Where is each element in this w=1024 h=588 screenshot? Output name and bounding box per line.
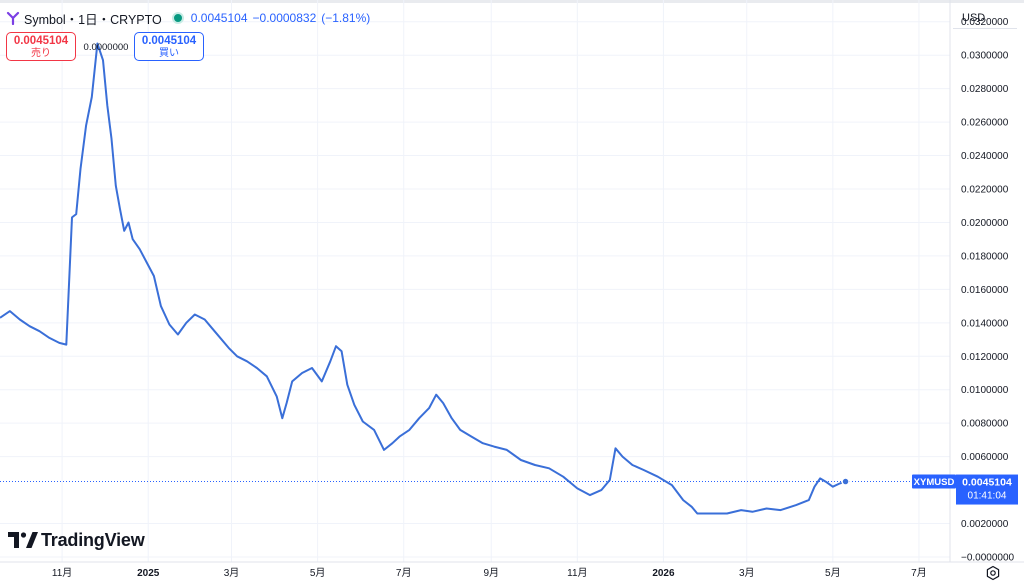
x-tick-label: 3月 bbox=[224, 567, 240, 579]
spread-value: 0.0000000 bbox=[83, 42, 129, 53]
x-tick-label: 11月 bbox=[567, 567, 587, 579]
y-tick-label: 0.0100000 bbox=[961, 385, 1009, 396]
symbol-title[interactable]: Symbol・1日・CRYPTO bbox=[24, 12, 162, 27]
x-tick-label: 3月 bbox=[739, 567, 755, 579]
buy-label: 買い bbox=[159, 48, 179, 59]
sell-price: 0.0045104 bbox=[13, 35, 69, 47]
y-tick-label: 0.0200000 bbox=[961, 218, 1009, 229]
buy-price: 0.0045104 bbox=[141, 35, 197, 47]
price-series-line[interactable] bbox=[0, 42, 846, 515]
sell-label: 売り bbox=[31, 48, 51, 59]
y-tick-label: 0.0180000 bbox=[961, 251, 1009, 262]
buy-button[interactable]: 0.0045104 買い bbox=[134, 32, 204, 61]
y-tick-label: 0.0260000 bbox=[961, 118, 1009, 129]
y-tick-label: 0.0240000 bbox=[961, 151, 1009, 162]
header-change: −0.0000832 bbox=[252, 11, 317, 25]
x-tick-label: 2026 bbox=[652, 568, 675, 579]
tradingview-logo[interactable]: TradingView bbox=[8, 529, 145, 551]
header-last-price: 0.0045104 bbox=[190, 11, 248, 25]
ticker-tag-background bbox=[912, 474, 956, 489]
market-open-status-icon bbox=[171, 12, 184, 24]
symbol-logo-icon bbox=[6, 11, 20, 25]
y-tick-label: 0.0300000 bbox=[961, 51, 1009, 62]
tradingview-logo-icon bbox=[8, 532, 38, 548]
x-tick-label: 7月 bbox=[396, 567, 412, 579]
x-tick-label: 5月 bbox=[310, 567, 326, 579]
y-tick-label: 0.0320000 bbox=[961, 17, 1009, 28]
time-axis[interactable]: 11月 2025 3月 5月 7月 9月 11月 2026 3月 5月 7月 bbox=[52, 567, 927, 579]
sell-button[interactable]: 0.0045104 売り bbox=[6, 32, 76, 61]
y-tick-label: 0.0120000 bbox=[961, 352, 1009, 363]
x-tick-label: 7月 bbox=[911, 567, 927, 579]
x-tick-label: 2025 bbox=[137, 568, 160, 579]
y-tick-label: −0.0000000 bbox=[961, 552, 1015, 563]
chart-header: Symbol・1日・CRYPTO 0.0045104 −0.0000832 (−… bbox=[6, 9, 370, 27]
x-tick-label: 11月 bbox=[52, 567, 72, 579]
x-tick-label: 5月 bbox=[825, 567, 841, 579]
top-border bbox=[0, 0, 1024, 3]
y-tick-label: 0.0160000 bbox=[961, 285, 1009, 296]
x-tick-label: 9月 bbox=[483, 567, 499, 579]
y-tick-label: 0.0020000 bbox=[961, 519, 1009, 530]
y-tick-label: 0.0280000 bbox=[961, 84, 1009, 95]
tradingview-wordmark: TradingView bbox=[41, 529, 145, 550]
price-tag-background bbox=[956, 474, 1018, 505]
grid bbox=[0, 0, 950, 562]
last-price-point bbox=[841, 477, 850, 486]
y-tick-label: 0.0080000 bbox=[961, 419, 1009, 430]
price-axis[interactable]: 0.0320000 0.0300000 0.0280000 0.0260000 0.02… bbox=[961, 17, 1015, 563]
y-tick-label: 0.0140000 bbox=[961, 318, 1009, 329]
bar-countdown: 01:41:04 bbox=[968, 491, 1007, 502]
price-tag-value: 0.0045104 bbox=[962, 477, 1012, 489]
header-change-percent: (−1.81%) bbox=[321, 11, 371, 25]
y-tick-label: 0.0220000 bbox=[961, 185, 1009, 196]
y-tick-label: 0.0060000 bbox=[961, 452, 1009, 463]
ticker-tag-label: XYMUSD bbox=[914, 477, 955, 488]
currency-selector[interactable]: USD bbox=[953, 7, 1017, 29]
gear-icon[interactable] bbox=[984, 564, 1002, 582]
last-price-tag: XYMUSD 0.0045104 01:41:04 bbox=[912, 474, 1018, 505]
